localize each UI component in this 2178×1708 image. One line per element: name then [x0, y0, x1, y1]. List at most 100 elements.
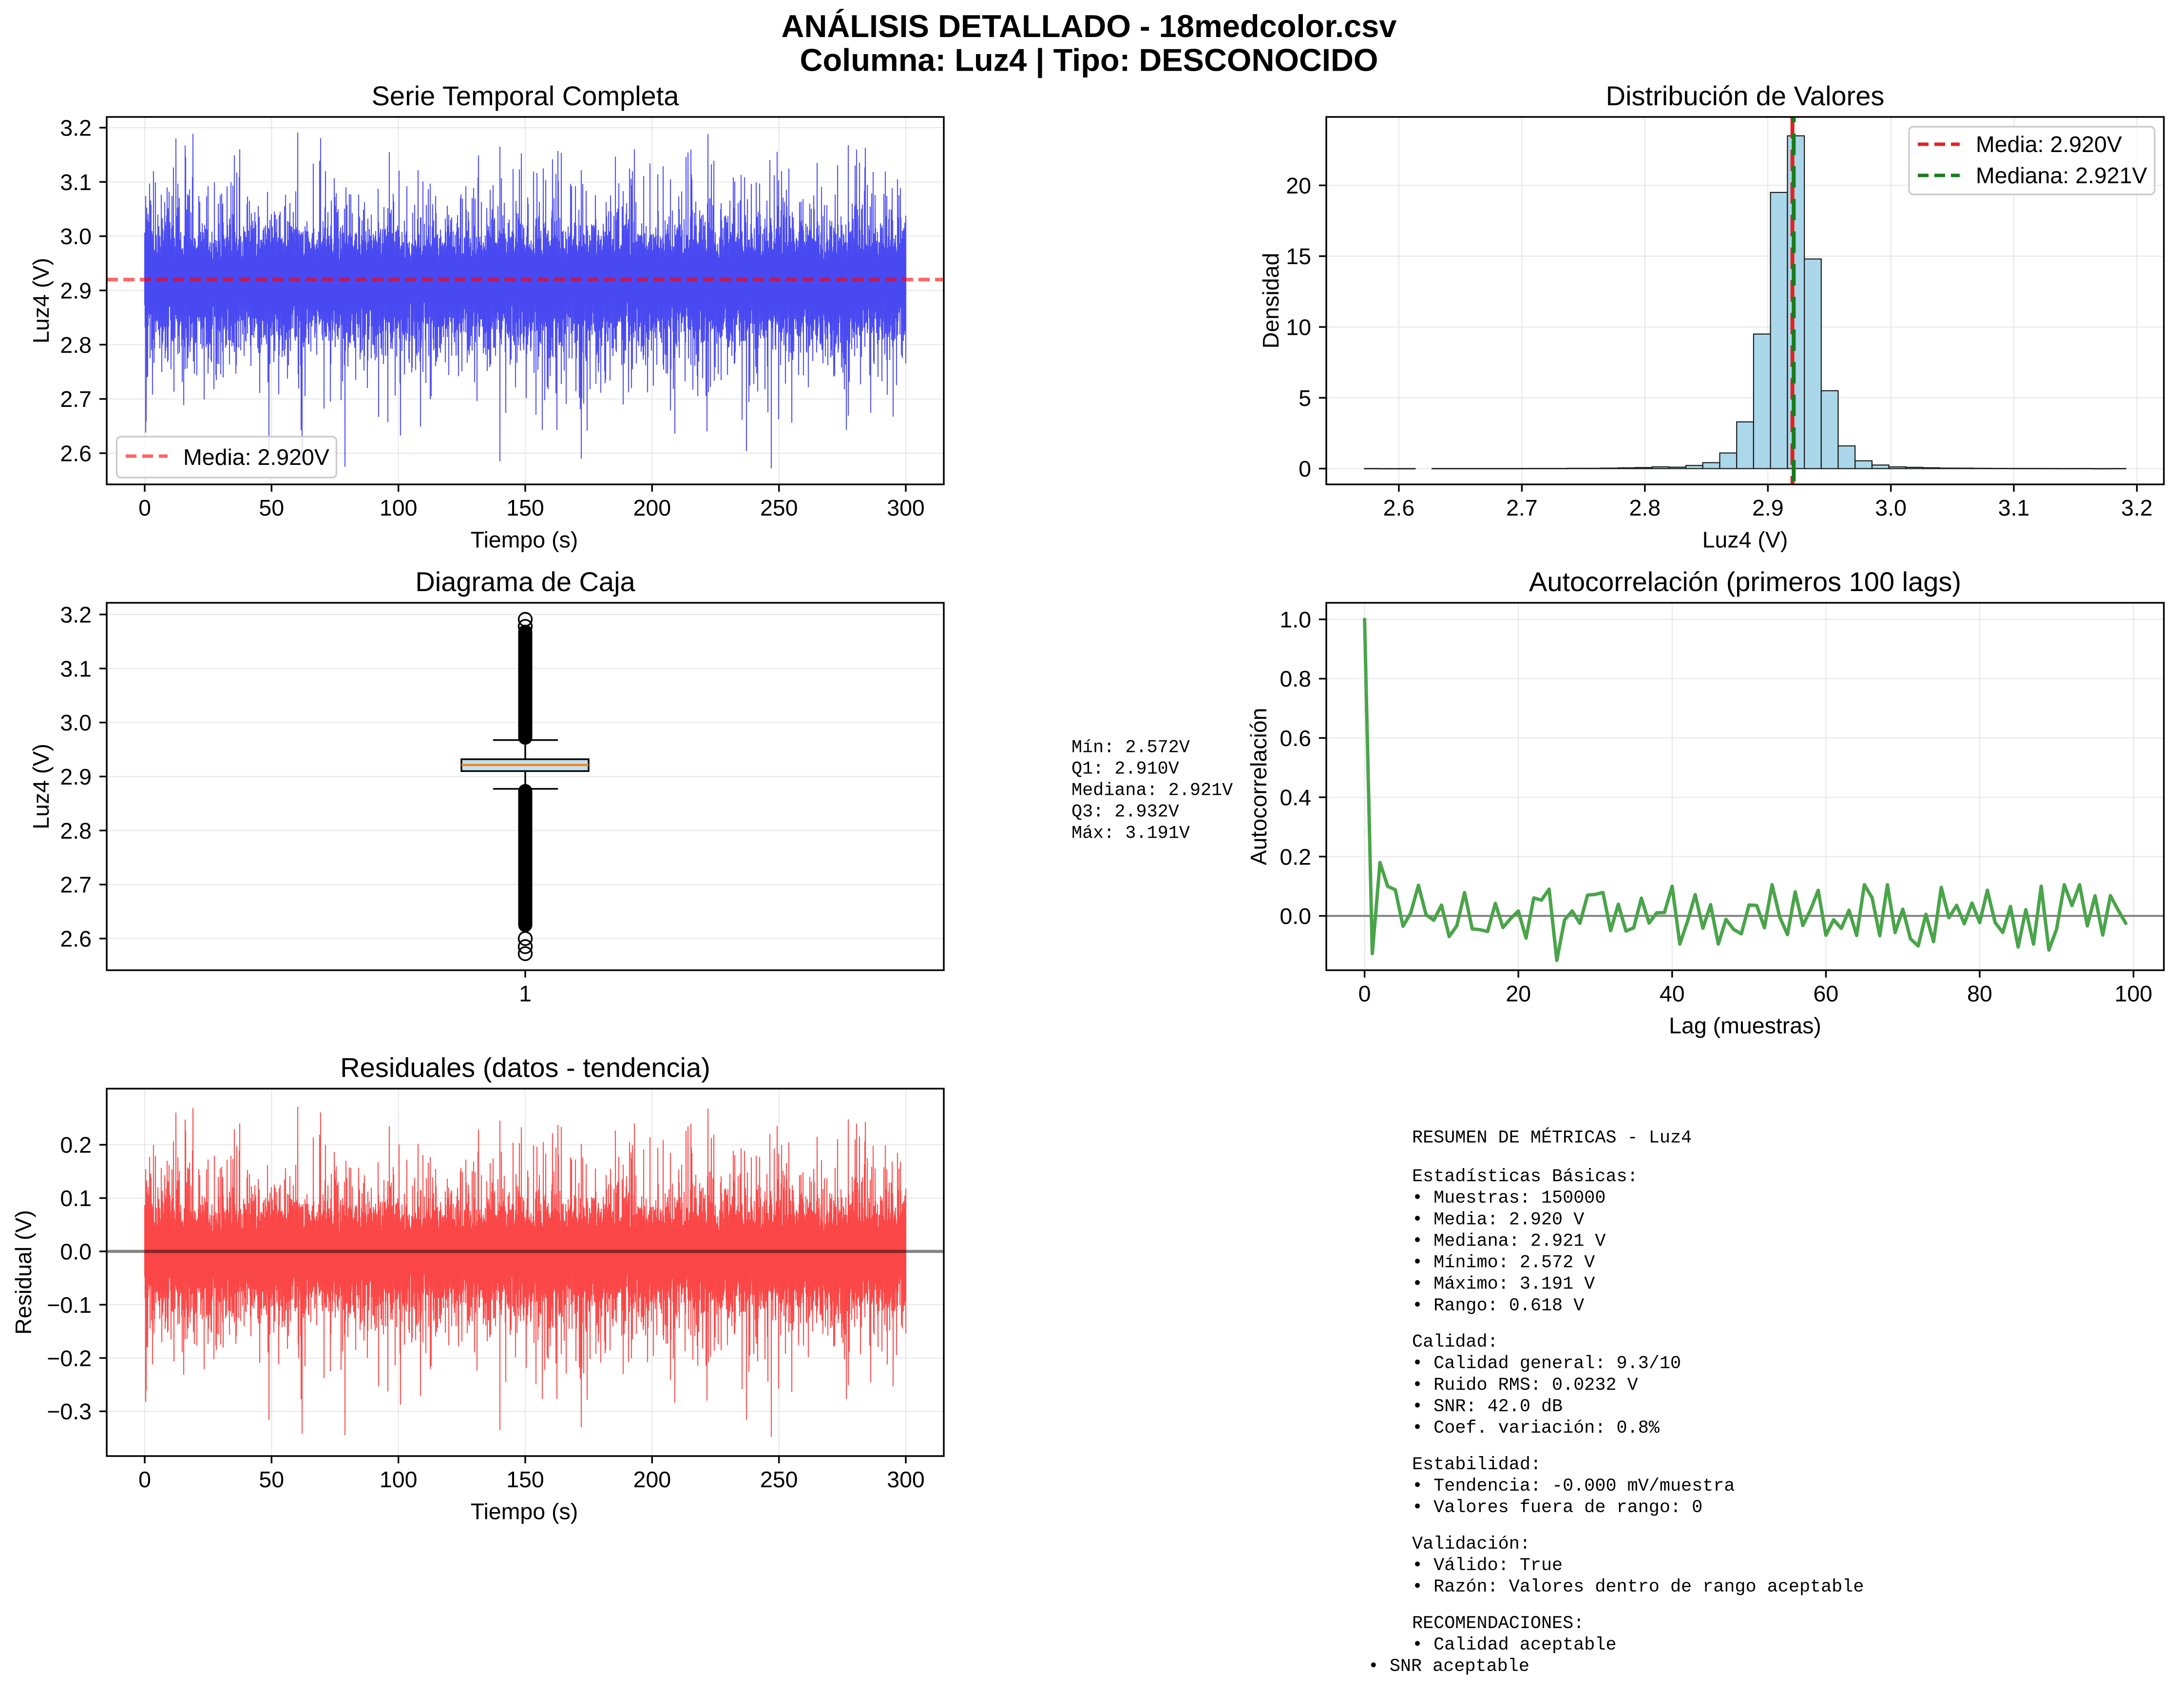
svg-text:0.8: 0.8: [1280, 666, 1311, 691]
svg-text:Q1: 2.910V: Q1: 2.910V: [1071, 759, 1179, 779]
svg-text:2.8: 2.8: [1629, 495, 1661, 520]
svg-text:0: 0: [1358, 981, 1371, 1006]
svg-text:300: 300: [887, 495, 925, 520]
svg-text:Media: 2.920V: Media: 2.920V: [183, 444, 329, 470]
svg-text:3.0: 3.0: [1875, 495, 1907, 520]
svg-text:0.0: 0.0: [60, 1239, 92, 1265]
svg-text:Luz4 (V): Luz4 (V): [28, 258, 54, 344]
svg-text:3.0: 3.0: [60, 224, 92, 249]
svg-text:Residuales (datos - tendencia): Residuales (datos - tendencia): [340, 1052, 710, 1083]
svg-text:Media: 2.920V: Media: 2.920V: [1976, 132, 2122, 157]
svg-text:−0.1: −0.1: [47, 1292, 92, 1318]
svg-text:Q3: 2.932V: Q3: 2.932V: [1071, 802, 1179, 823]
svg-text:Tiempo (s): Tiempo (s): [471, 1499, 578, 1524]
svg-text:1.0: 1.0: [1280, 607, 1311, 633]
svg-text:150: 150: [506, 495, 544, 520]
svg-text:40: 40: [1660, 981, 1685, 1006]
svg-text:• Máximo: 3.191 V: • Máximo: 3.191 V: [1412, 1274, 1595, 1295]
svg-text:200: 200: [633, 1467, 671, 1492]
svg-text:−0.3: −0.3: [47, 1399, 92, 1424]
svg-text:2.6: 2.6: [1383, 495, 1415, 520]
svg-text:Luz4 (V): Luz4 (V): [28, 744, 54, 829]
svg-text:Mín: 2.572V: Mín: 2.572V: [1071, 737, 1190, 758]
svg-text:Residual (V): Residual (V): [11, 1210, 36, 1335]
svg-text:15: 15: [1286, 244, 1311, 269]
svg-text:Validación:: Validación:: [1412, 1534, 1530, 1554]
svg-text:2.8: 2.8: [60, 332, 92, 358]
svg-text:• Ruido RMS: 0.0232 V: • Ruido RMS: 0.0232 V: [1412, 1375, 1638, 1396]
svg-text:0: 0: [138, 495, 151, 520]
svg-text:20: 20: [1286, 173, 1311, 198]
svg-text:250: 250: [760, 495, 798, 520]
svg-text:• Media: 2.920 V: • Media: 2.920 V: [1412, 1209, 1584, 1230]
svg-text:200: 200: [633, 495, 671, 520]
svg-text:2.9: 2.9: [1752, 495, 1784, 520]
svg-text:Serie Temporal Completa: Serie Temporal Completa: [372, 80, 680, 111]
svg-text:60: 60: [1814, 981, 1839, 1006]
svg-text:0.2: 0.2: [60, 1132, 92, 1158]
svg-text:0.0: 0.0: [1280, 903, 1311, 929]
svg-text:3.1: 3.1: [1998, 495, 2030, 520]
svg-text:−0.2: −0.2: [47, 1345, 92, 1371]
svg-text:2.9: 2.9: [60, 764, 92, 789]
svg-text:3.2: 3.2: [60, 602, 92, 628]
svg-text:Mediana: 2.921V: Mediana: 2.921V: [1976, 163, 2147, 188]
svg-text:• Coef. variación: 0.8%: • Coef. variación: 0.8%: [1412, 1418, 1660, 1439]
svg-text:Calidad:: Calidad:: [1412, 1332, 1498, 1353]
svg-text:250: 250: [760, 1467, 798, 1492]
svg-text:2.9: 2.9: [60, 278, 92, 304]
svg-text:• SNR: 42.0 dB: • SNR: 42.0 dB: [1412, 1397, 1563, 1417]
svg-text:• Mínimo: 2.572 V: • Mínimo: 2.572 V: [1412, 1253, 1595, 1273]
svg-text:3.1: 3.1: [60, 170, 92, 195]
svg-text:• Calidad general: 9.3/10: • Calidad general: 9.3/10: [1412, 1354, 1681, 1374]
svg-text:2.7: 2.7: [60, 386, 92, 412]
svg-text:Autocorrelación (primeros 100: Autocorrelación (primeros 100 lags): [1529, 566, 1961, 597]
svg-text:ANÁLISIS DETALLADO - 18medcolo: ANÁLISIS DETALLADO - 18medcolor.csv: [782, 8, 1397, 44]
svg-text:Columna: Luz4 | Tipo: DESCONOC: Columna: Luz4 | Tipo: DESCONOCIDO: [800, 42, 1378, 78]
svg-text:2.6: 2.6: [60, 441, 92, 466]
svg-text:• SNR aceptable: • SNR aceptable: [1368, 1656, 1529, 1677]
svg-text:• Mediana: 2.921 V: • Mediana: 2.921 V: [1412, 1231, 1605, 1251]
svg-text:2.6: 2.6: [60, 926, 92, 952]
svg-text:• Calidad aceptable: • Calidad aceptable: [1412, 1635, 1617, 1655]
svg-text:Mediana: 2.921V: Mediana: 2.921V: [1071, 780, 1233, 801]
svg-text:2.7: 2.7: [1506, 495, 1538, 520]
svg-text:Tiempo (s): Tiempo (s): [471, 527, 578, 553]
svg-text:0: 0: [138, 1467, 151, 1492]
svg-text:100: 100: [2115, 981, 2153, 1006]
svg-text:2.8: 2.8: [60, 818, 92, 844]
svg-text:3.1: 3.1: [60, 656, 92, 681]
svg-text:RECOMENDACIONES:: RECOMENDACIONES:: [1412, 1613, 1584, 1634]
svg-text:2.7: 2.7: [60, 872, 92, 898]
svg-text:100: 100: [380, 495, 418, 520]
svg-text:Diagrama de Caja: Diagrama de Caja: [415, 566, 635, 597]
svg-text:0: 0: [1299, 456, 1311, 481]
svg-text:• Valores fuera de rango: 0: • Valores fuera de rango: 0: [1412, 1497, 1702, 1518]
svg-text:80: 80: [1967, 981, 1992, 1006]
svg-text:3.2: 3.2: [2121, 495, 2153, 520]
svg-text:Distribución de Valores: Distribución de Valores: [1606, 80, 1885, 111]
svg-text:• Rango: 0.618 V: • Rango: 0.618 V: [1412, 1296, 1584, 1316]
svg-text:5: 5: [1299, 385, 1311, 411]
svg-text:50: 50: [259, 1467, 284, 1492]
svg-text:1: 1: [519, 981, 532, 1006]
svg-text:Estabilidad:: Estabilidad:: [1412, 1455, 1541, 1475]
svg-text:100: 100: [380, 1467, 418, 1492]
svg-text:0.2: 0.2: [1280, 844, 1311, 869]
svg-text:RESUMEN DE MÉTRICAS - Luz4: RESUMEN DE MÉTRICAS - Luz4: [1412, 1128, 1692, 1149]
svg-text:20: 20: [1506, 981, 1531, 1006]
svg-text:• Muestras: 150000: • Muestras: 150000: [1412, 1188, 1605, 1209]
svg-text:Densidad: Densidad: [1258, 253, 1283, 348]
svg-text:300: 300: [887, 1467, 925, 1492]
svg-text:Lag (muestras): Lag (muestras): [1669, 1013, 1821, 1038]
svg-text:3.2: 3.2: [60, 115, 92, 141]
svg-text:Autocorrelación: Autocorrelación: [1246, 708, 1271, 865]
svg-text:• Razón: Valores dentro de ran: • Razón: Valores dentro de rango aceptab…: [1412, 1577, 1864, 1597]
svg-text:Luz4 (V): Luz4 (V): [1702, 527, 1788, 553]
svg-text:• Tendencia: -0.000 mV/muestra: • Tendencia: -0.000 mV/muestra: [1412, 1476, 1735, 1497]
svg-text:0.1: 0.1: [60, 1186, 92, 1211]
svg-text:50: 50: [259, 495, 284, 520]
svg-text:150: 150: [506, 1467, 544, 1492]
svg-text:• Válido: True: • Válido: True: [1412, 1555, 1563, 1576]
svg-text:0.6: 0.6: [1280, 726, 1311, 751]
